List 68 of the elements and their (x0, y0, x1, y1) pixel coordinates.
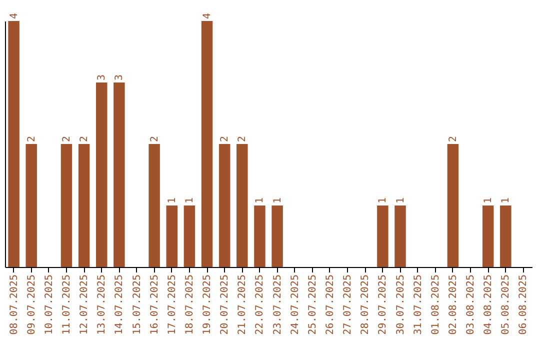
bar (60, 144, 72, 267)
x-tick-label: 17.07.2025 (166, 274, 178, 335)
x-tick-label: 06.08.2025 (518, 274, 530, 335)
x-tick-label: 02.08.2025 (448, 274, 459, 335)
x-tick-label: 18.07.2025 (184, 274, 196, 335)
bar (184, 206, 196, 267)
data-label: 1 (254, 197, 266, 204)
x-tick-label: 05.08.2025 (500, 274, 512, 335)
x-tick-label: 29.07.2025 (378, 274, 389, 335)
data-label: 4 (202, 12, 214, 19)
data-label: 2 (448, 136, 459, 142)
x-tick-label: 13.07.2025 (96, 274, 108, 335)
bar (236, 144, 248, 267)
bar (394, 206, 406, 267)
x-tick-label: 08.07.2025 (8, 274, 20, 335)
x-tick-label: 23.07.2025 (272, 274, 284, 335)
data-label: 2 (220, 136, 231, 142)
data-label: 1 (378, 197, 389, 204)
x-tick-label: 20.07.2025 (220, 274, 231, 335)
bar (78, 144, 90, 267)
data-label: 1 (272, 197, 284, 204)
data-label: 1 (166, 197, 178, 204)
data-label: 2 (26, 136, 38, 142)
bar (201, 21, 213, 267)
x-tick-label: 01.08.2025 (430, 274, 442, 335)
bar (254, 206, 266, 267)
data-label: 1 (184, 197, 196, 204)
x-tick-label: 03.08.2025 (466, 274, 477, 335)
bar (447, 144, 459, 267)
x-tick-label: 26.07.2025 (324, 274, 336, 335)
bar (96, 82, 108, 267)
bar (482, 206, 494, 267)
bar (148, 144, 160, 267)
data-label: 2 (149, 136, 160, 142)
bar (114, 82, 125, 267)
data-label: 3 (96, 74, 108, 80)
x-tick-label: 10.07.2025 (44, 274, 55, 335)
bar (8, 21, 20, 267)
data-label: 3 (114, 74, 126, 80)
data-label: 1 (395, 197, 406, 204)
x-tick-label: 09.07.2025 (26, 274, 38, 335)
x-tick-label: 16.07.2025 (149, 274, 160, 335)
x-tick-label: 15.07.2025 (132, 274, 143, 335)
data-label: 1 (483, 197, 494, 204)
bar (26, 144, 37, 267)
x-tick-label: 25.07.2025 (307, 274, 318, 335)
x-tick-label: 30.07.2025 (395, 274, 406, 335)
data-label: 2 (61, 136, 72, 142)
x-tick-label: 27.07.2025 (342, 274, 354, 335)
x-tick-label: 04.08.2025 (483, 274, 494, 335)
x-tick-label: 12.07.2025 (79, 274, 90, 335)
x-tick-label: 24.07.2025 (290, 274, 301, 335)
x-tick-label: 31.07.2025 (412, 274, 424, 335)
x-tick-label: 14.07.2025 (114, 274, 126, 335)
bar (272, 206, 283, 267)
data-label: 2 (79, 136, 90, 142)
x-tick-label: 28.07.2025 (360, 274, 372, 335)
x-tick-label: 21.07.2025 (237, 274, 248, 335)
bar (166, 206, 178, 267)
x-tick-label: 22.07.2025 (254, 274, 266, 335)
data-label: 4 (8, 12, 20, 19)
data-label: 1 (500, 197, 512, 204)
bar (377, 206, 388, 267)
data-label: 2 (237, 136, 248, 142)
x-tick-label: 11.07.2025 (61, 274, 72, 335)
x-tick-label: 19.07.2025 (202, 274, 214, 335)
bar (218, 144, 230, 267)
bar (500, 206, 512, 267)
